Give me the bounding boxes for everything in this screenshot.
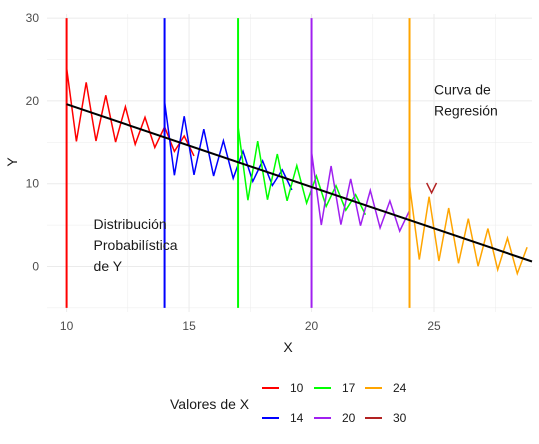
zigzag-30 — [426, 182, 438, 195]
zigzag-10 — [65, 67, 195, 157]
series-17 — [237, 18, 367, 308]
y-tick-label: 30 — [26, 11, 40, 25]
distribution-annotation-line: de Y — [94, 258, 123, 274]
annotations: Distribución Probabilística de Y Curva de Re… — [94, 81, 498, 274]
zigzag-24 — [408, 184, 528, 277]
legend-title: Valores de X — [170, 396, 250, 412]
y-tick-label: 20 — [26, 94, 40, 108]
y-tick-label: 10 — [26, 177, 40, 191]
zigzag-20 — [310, 151, 411, 234]
tick-labels: 10 15 20 25 0 10 20 30 — [26, 11, 441, 333]
series-14 — [163, 18, 293, 308]
legend-label-24: 24 — [393, 381, 407, 395]
y-axis-title: Y — [4, 157, 20, 167]
legend: Valores de X 10 14 17 20 24 30 — [170, 381, 407, 425]
legend-label-20: 20 — [342, 411, 356, 425]
regression-group — [66, 103, 533, 263]
series-30 — [426, 182, 438, 195]
regression-annotation-line: Curva de — [434, 81, 491, 97]
regression-line — [66, 103, 533, 263]
x-tick-label: 10 — [60, 319, 74, 333]
y-tick-label: 0 — [32, 259, 39, 273]
regression-annotation-line: Regresión — [434, 102, 498, 118]
legend-label-30: 30 — [393, 411, 407, 425]
legend-label-10: 10 — [290, 381, 304, 395]
series-group — [65, 18, 528, 308]
legend-label-14: 14 — [290, 411, 304, 425]
regression-annotation: Curva de Regresión — [434, 81, 498, 118]
legend-label-17: 17 — [342, 381, 356, 395]
series-10 — [65, 18, 195, 308]
series-24 — [408, 18, 528, 308]
x-axis-title: X — [283, 339, 293, 355]
series-20 — [310, 18, 411, 308]
x-tick-label: 15 — [182, 319, 196, 333]
distribution-annotation-line: Probabilística — [94, 237, 178, 253]
distribution-annotation-line: Distribución — [94, 216, 167, 232]
x-tick-label: 20 — [305, 319, 319, 333]
distribution-annotation: Distribución Probabilística de Y — [94, 216, 178, 274]
x-tick-label: 25 — [427, 319, 441, 333]
